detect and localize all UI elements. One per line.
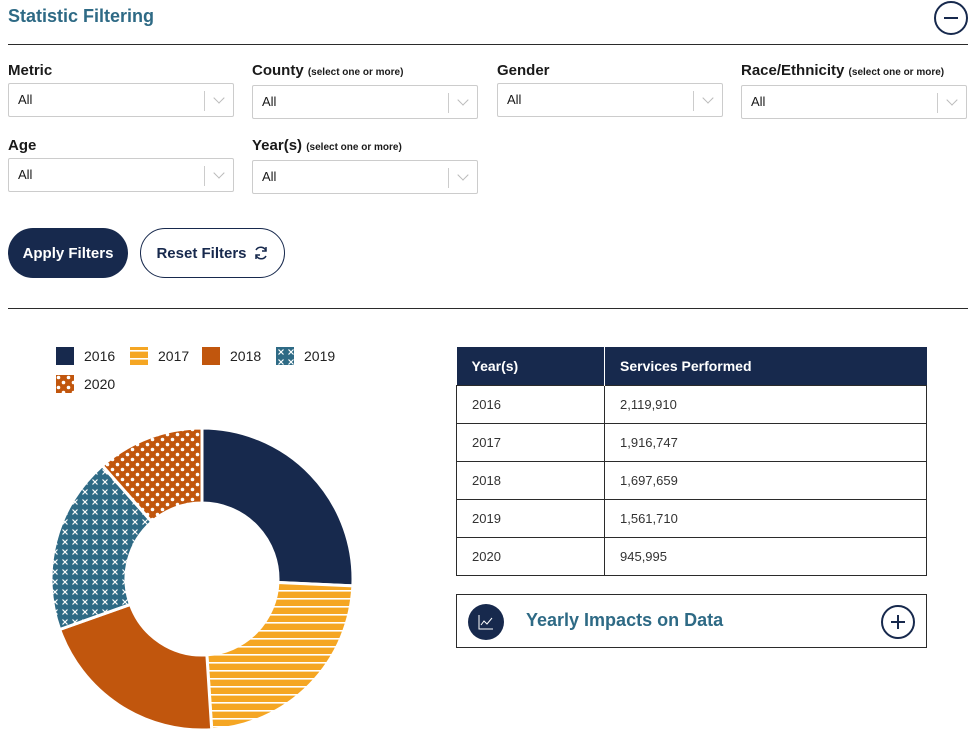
- donut-slice-2017[interactable]: [205, 580, 354, 731]
- chevron-down-icon: [213, 92, 225, 104]
- legend-swatch-2020: [56, 375, 74, 393]
- filter-age: Age All: [8, 136, 234, 192]
- table-cell-year: 2017: [456, 422, 605, 462]
- filter-race: Race/Ethnicity (select one or more) All: [741, 61, 967, 119]
- table-cell-year: 2018: [456, 460, 605, 500]
- chevron-down-icon: [213, 167, 225, 179]
- refresh-icon: [254, 246, 267, 260]
- gender-select[interactable]: All: [497, 83, 723, 117]
- filter-years-hint: (select one or more): [306, 142, 402, 153]
- table-cell-services: 1,697,659: [604, 460, 927, 500]
- legend-label-2019: 2019: [304, 348, 336, 364]
- reset-filters-button[interactable]: Reset Filters: [140, 228, 285, 278]
- filter-race-label: Race/Ethnicity: [741, 62, 845, 79]
- legend-label-2020: 2020: [84, 376, 116, 392]
- legend-label-2017: 2017: [158, 348, 190, 364]
- table-cell-services: 1,561,710: [604, 498, 927, 538]
- metric-select-value: All: [18, 92, 33, 107]
- legend-label-2016: 2016: [84, 348, 116, 364]
- donut-slice-2016[interactable]: [200, 427, 354, 588]
- legend-item-2017[interactable]: 2017: [130, 347, 189, 365]
- services-table: Year(s) Services Performed 2016 2,119,910…: [456, 347, 927, 576]
- filter-metric-label: Metric: [8, 62, 53, 79]
- table-header-year: Year(s): [456, 347, 605, 385]
- table-row: 2019 1,561,710: [456, 498, 927, 538]
- yearly-impacts-title: Yearly Impacts on Data: [526, 610, 724, 630]
- table-cell-year: 2020: [456, 536, 605, 576]
- age-select[interactable]: All: [8, 158, 234, 192]
- county-select[interactable]: All: [252, 85, 478, 119]
- legend-item-2020[interactable]: 2020: [56, 375, 115, 393]
- filter-age-label: Age: [8, 137, 37, 154]
- section-divider: [8, 308, 968, 309]
- table-cell-year: 2019: [456, 498, 605, 538]
- chevron-down-icon: [457, 94, 469, 106]
- chevron-down-icon: [946, 94, 958, 106]
- legend-item-2016[interactable]: 2016: [56, 347, 115, 365]
- filter-gender-label: Gender: [497, 62, 550, 79]
- legend-swatch-2016: [56, 347, 74, 365]
- table-row: 2016 2,119,910: [456, 384, 927, 424]
- collapse-icon[interactable]: [934, 1, 968, 35]
- plus-circle-icon[interactable]: [881, 605, 915, 639]
- years-select-value: All: [262, 169, 277, 184]
- years-select[interactable]: All: [252, 160, 478, 194]
- donut-slice-2020[interactable]: [100, 427, 204, 525]
- legend-item-2019[interactable]: 2019: [276, 347, 335, 365]
- table-row: 2018 1,697,659: [456, 460, 927, 500]
- filter-years: Year(s) (select one or more) All: [252, 136, 478, 194]
- legend-label-2018: 2018: [230, 348, 262, 364]
- page-title: Statistic Filtering: [8, 6, 155, 26]
- filter-gender: Gender All: [497, 61, 723, 117]
- race-select-value: All: [751, 94, 766, 109]
- table-cell-year: 2016: [456, 384, 605, 424]
- filter-race-hint: (select one or more): [848, 67, 945, 78]
- chevron-down-icon: [457, 169, 469, 181]
- chevron-down-icon: [702, 92, 714, 104]
- filter-county-hint: (select one or more): [307, 67, 404, 78]
- header-divider: [8, 44, 968, 45]
- yearly-impacts-panel[interactable]: Yearly Impacts on Data: [456, 594, 927, 648]
- table-cell-services: 2,119,910: [604, 384, 927, 424]
- legend-item-2018[interactable]: 2018: [202, 347, 261, 365]
- table-row: 2020 945,995: [456, 536, 927, 576]
- filter-years-label: Year(s): [252, 137, 303, 154]
- donut-slice-2018[interactable]: [57, 602, 214, 731]
- legend-swatch-2018: [202, 347, 220, 365]
- filter-county-label: County: [252, 62, 304, 79]
- table-cell-services: 1,916,747: [604, 422, 927, 462]
- county-select-value: All: [262, 94, 277, 109]
- reset-filters-label: Reset Filters: [156, 244, 247, 262]
- metric-select[interactable]: All: [8, 83, 234, 117]
- age-select-value: All: [18, 167, 33, 182]
- donut-slice-2019[interactable]: [50, 463, 154, 632]
- apply-filters-button[interactable]: Apply Filters: [8, 228, 128, 278]
- race-select[interactable]: All: [741, 85, 967, 119]
- table-cell-services: 945,995: [604, 536, 927, 576]
- gender-select-value: All: [507, 92, 522, 107]
- table-row: 2017 1,916,747: [456, 422, 927, 462]
- table-header-row: Year(s) Services Performed: [456, 347, 927, 385]
- legend-swatch-2019: [276, 347, 294, 365]
- donut-chart: [50, 427, 354, 731]
- filter-county: County (select one or more) All: [252, 61, 478, 119]
- filter-metric: Metric All: [8, 61, 234, 117]
- legend-swatch-2017: [130, 347, 148, 365]
- table-header-services: Services Performed: [604, 347, 927, 385]
- line-chart-icon: [468, 604, 504, 640]
